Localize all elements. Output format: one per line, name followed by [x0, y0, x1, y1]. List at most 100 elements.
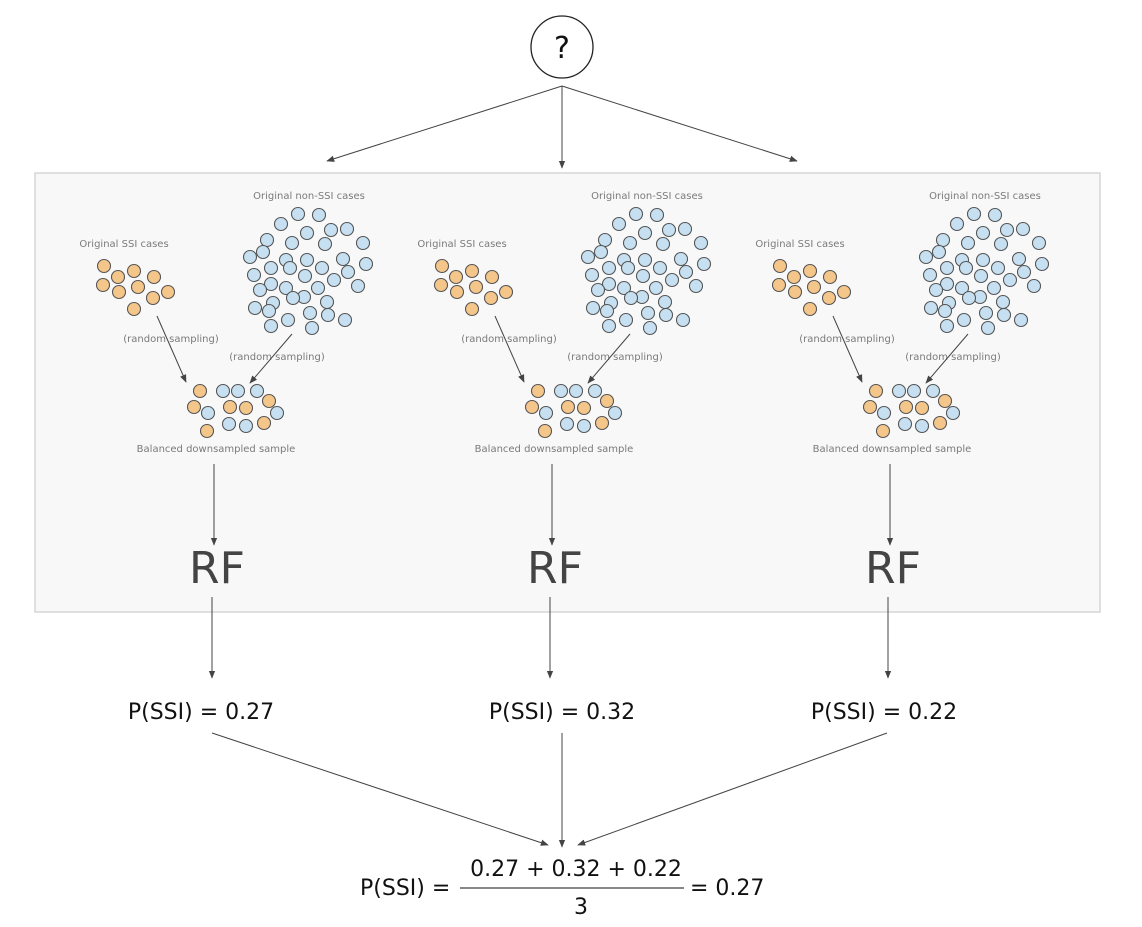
non-ssi-case-icon — [980, 320, 996, 336]
ssi-case-icon — [836, 284, 852, 300]
ssi-case-icon — [126, 263, 142, 279]
non-ssi-case-icon — [290, 206, 306, 222]
non-ssi-case-icon — [587, 383, 603, 399]
ssi-case-icon — [786, 269, 802, 285]
ssi-case-icon — [576, 400, 592, 416]
non-ssi-case-icon — [278, 280, 294, 296]
non-ssi-case-icon — [642, 320, 658, 336]
non-ssi-case-icon — [696, 256, 712, 272]
balanced-sample-label: Balanced downsampled sample — [475, 444, 634, 455]
ssi-case-icon — [530, 383, 546, 399]
non-ssi-case-icon — [350, 278, 366, 294]
ssi-case-icon — [261, 393, 277, 409]
non-ssi-case-icon — [956, 312, 972, 328]
non-ssi-case-icon — [597, 232, 613, 248]
ssi-cases-label: Original SSI cases — [79, 239, 168, 250]
non-ssi-case-icon — [249, 383, 265, 399]
non-ssi-case-icon — [688, 278, 704, 294]
ssi-case-icon — [146, 269, 162, 285]
non-ssi-case-icon — [623, 290, 639, 306]
ssi-sampling-arrow — [156, 315, 187, 383]
non-ssi-case-icon — [263, 260, 279, 276]
branch-probability: P(SSI) = 0.27 — [128, 700, 274, 725]
non-ssi-case-icon — [311, 207, 327, 223]
non-ssi-case-icon — [246, 267, 262, 283]
root-question-node: ? — [530, 15, 594, 79]
non-ssi-case-icon — [918, 249, 934, 265]
non-ssi-case-icon — [876, 405, 892, 421]
ssi-case-icon — [126, 301, 142, 317]
non-ssi-case-icon — [200, 405, 216, 421]
ssi-case-icon — [160, 284, 176, 300]
non-ssi-case-icon — [611, 216, 627, 232]
ssi-case-icon — [464, 263, 480, 279]
ssi-case-icon — [787, 284, 803, 300]
non-ssi-sampling-label: (random sampling) — [567, 352, 663, 363]
non-ssi-case-icon — [340, 264, 356, 280]
non-ssi-case-icon — [677, 221, 693, 237]
non-ssi-case-icon — [339, 221, 355, 237]
ssi-case-icon — [594, 415, 610, 431]
non-ssi-case-icon — [958, 260, 974, 276]
non-ssi-case-icon — [553, 383, 569, 399]
non-ssi-case-icon — [987, 207, 1003, 223]
non-ssi-case-icon — [1031, 235, 1047, 251]
ssi-case-icon — [537, 423, 553, 439]
non-ssi-case-icon — [280, 312, 296, 328]
ssi-case-icon — [192, 383, 208, 399]
non-ssi-case-icon — [999, 222, 1015, 238]
formula-result: = 0.27 — [690, 876, 764, 901]
non-ssi-case-icon — [618, 312, 634, 328]
non-ssi-case-icon — [622, 235, 638, 251]
ssi-sampling-label: (random sampling) — [123, 334, 219, 345]
non-ssi-case-icon — [923, 300, 939, 316]
ssi-sampling-label: (random sampling) — [461, 334, 557, 345]
aggregate-arrow-left — [211, 732, 549, 846]
non-ssi-sampling-arrow — [587, 333, 631, 384]
non-ssi-case-icon — [922, 267, 938, 283]
ssi-case-icon — [145, 290, 161, 306]
root-arrow-right — [561, 85, 798, 162]
branch-1: Original SSI cases Original non-SSI cases… — [79, 191, 374, 679]
ssi-case-icon — [110, 269, 126, 285]
non-ssi-case-icon — [576, 418, 592, 434]
non-ssi-case-icon — [949, 216, 965, 232]
non-ssi-case-icon — [657, 294, 673, 310]
non-ssi-case-icon — [314, 260, 330, 276]
ssi-sampling-arrow — [494, 315, 525, 383]
branch-probability: P(SSI) = 0.22 — [811, 700, 957, 725]
non-ssi-case-icon — [215, 383, 231, 399]
non-ssi-case-icon — [961, 290, 977, 306]
non-ssi-case-icon — [675, 312, 691, 328]
non-ssi-case-icon — [242, 249, 258, 265]
non-ssi-case-icon — [252, 282, 268, 298]
branch-2: Original SSI cases Original non-SSI cases… — [417, 191, 712, 679]
question-mark: ? — [554, 31, 570, 66]
non-ssi-case-icon — [230, 383, 246, 399]
random-forest-label: RF — [527, 543, 583, 594]
non-ssi-case-icon — [1016, 264, 1032, 280]
ssi-case-icon — [822, 269, 838, 285]
non-ssi-case-icon — [937, 303, 953, 319]
non-ssi-case-icon — [990, 260, 1006, 276]
ssi-case-icon — [464, 301, 480, 317]
ssi-case-icon — [560, 399, 576, 415]
ssi-case-icon — [96, 258, 112, 274]
non-ssi-case-icon — [637, 252, 653, 268]
aggregate-arrow-right — [577, 732, 888, 846]
non-ssi-case-icon — [585, 300, 601, 316]
non-ssi-case-icon — [221, 416, 237, 432]
non-ssi-case-icon — [975, 252, 991, 268]
non-ssi-case-icon — [599, 303, 615, 319]
non-ssi-case-icon — [928, 282, 944, 298]
ssi-case-icon — [449, 284, 465, 300]
random-forest-label: RF — [189, 543, 245, 594]
non-ssi-case-icon — [891, 383, 907, 399]
non-ssi-case-icon — [297, 268, 313, 284]
non-ssi-case-icon — [335, 251, 351, 267]
non-ssi-case-icon — [299, 225, 315, 241]
ssi-case-icon — [130, 279, 146, 295]
non-ssi-case-icon — [935, 232, 951, 248]
non-ssi-case-icon — [285, 290, 301, 306]
